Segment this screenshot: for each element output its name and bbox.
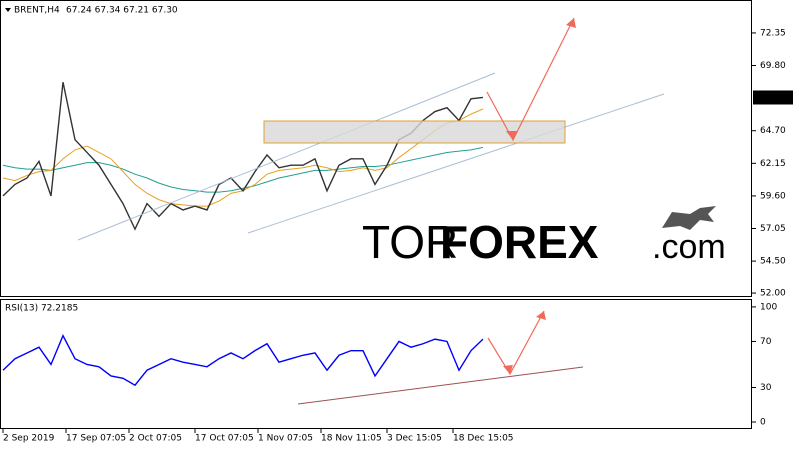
y-tick-label: 64.70 (760, 126, 786, 136)
channel-upper (77, 72, 496, 241)
y-tick-label: 62.15 (760, 159, 786, 169)
x-tick-label: 17 Sep 07:05 (66, 434, 126, 444)
y-tick-label: 72.35 (760, 28, 786, 38)
menu-triangle[interactable] (5, 8, 11, 12)
rsi-trendline (297, 366, 584, 405)
series-line (2, 146, 484, 193)
x-tick-label: 18 Dec 15:05 (453, 434, 514, 444)
x-tick-label: 2 Sep 2019 (3, 434, 55, 444)
rsi-title: RSI(13) 72.2185 (5, 304, 78, 314)
x-tick-label: 1 Nov 07:05 (258, 434, 313, 444)
bull-icon (662, 206, 716, 230)
y-tick-label: 69.80 (760, 61, 786, 71)
y-tick-label: 70 (760, 337, 772, 347)
y-tick-label: 52.00 (760, 289, 786, 299)
y-tick-label: 30 (760, 383, 772, 393)
series-line (2, 334, 484, 387)
resistance-zone (263, 120, 566, 144)
y-tick-label: 100 (760, 302, 777, 312)
ohlc-values: 67.24 67.34 67.21 67.30 (66, 6, 178, 16)
symbol-title: BRENT,H4 (14, 6, 60, 16)
y-tick-label: 59.60 (760, 191, 786, 201)
price-panel (0, 0, 752, 297)
y-tick-label: 54.50 (760, 257, 786, 267)
watermark-tor: TOR (362, 216, 458, 268)
rsi-arrow-heads (503, 311, 546, 374)
last-price-tag (753, 90, 793, 105)
watermark: TOR FOREX .com (362, 206, 726, 268)
x-tick-label: 18 Nov 11:05 (321, 434, 382, 444)
x-tick-label: 17 Oct 07:05 (195, 434, 254, 444)
x-tick-label: 3 Dec 15:05 (387, 434, 442, 444)
channel-lower (247, 93, 665, 234)
watermark-com: .com (652, 228, 726, 266)
watermark-forex: FOREX (440, 216, 599, 268)
y-tick-label: 0 (760, 418, 766, 428)
rsi-panel (0, 299, 752, 429)
x-tick-label: 2 Oct 07:05 (129, 434, 182, 444)
y-tick-label: 57.05 (760, 224, 786, 234)
